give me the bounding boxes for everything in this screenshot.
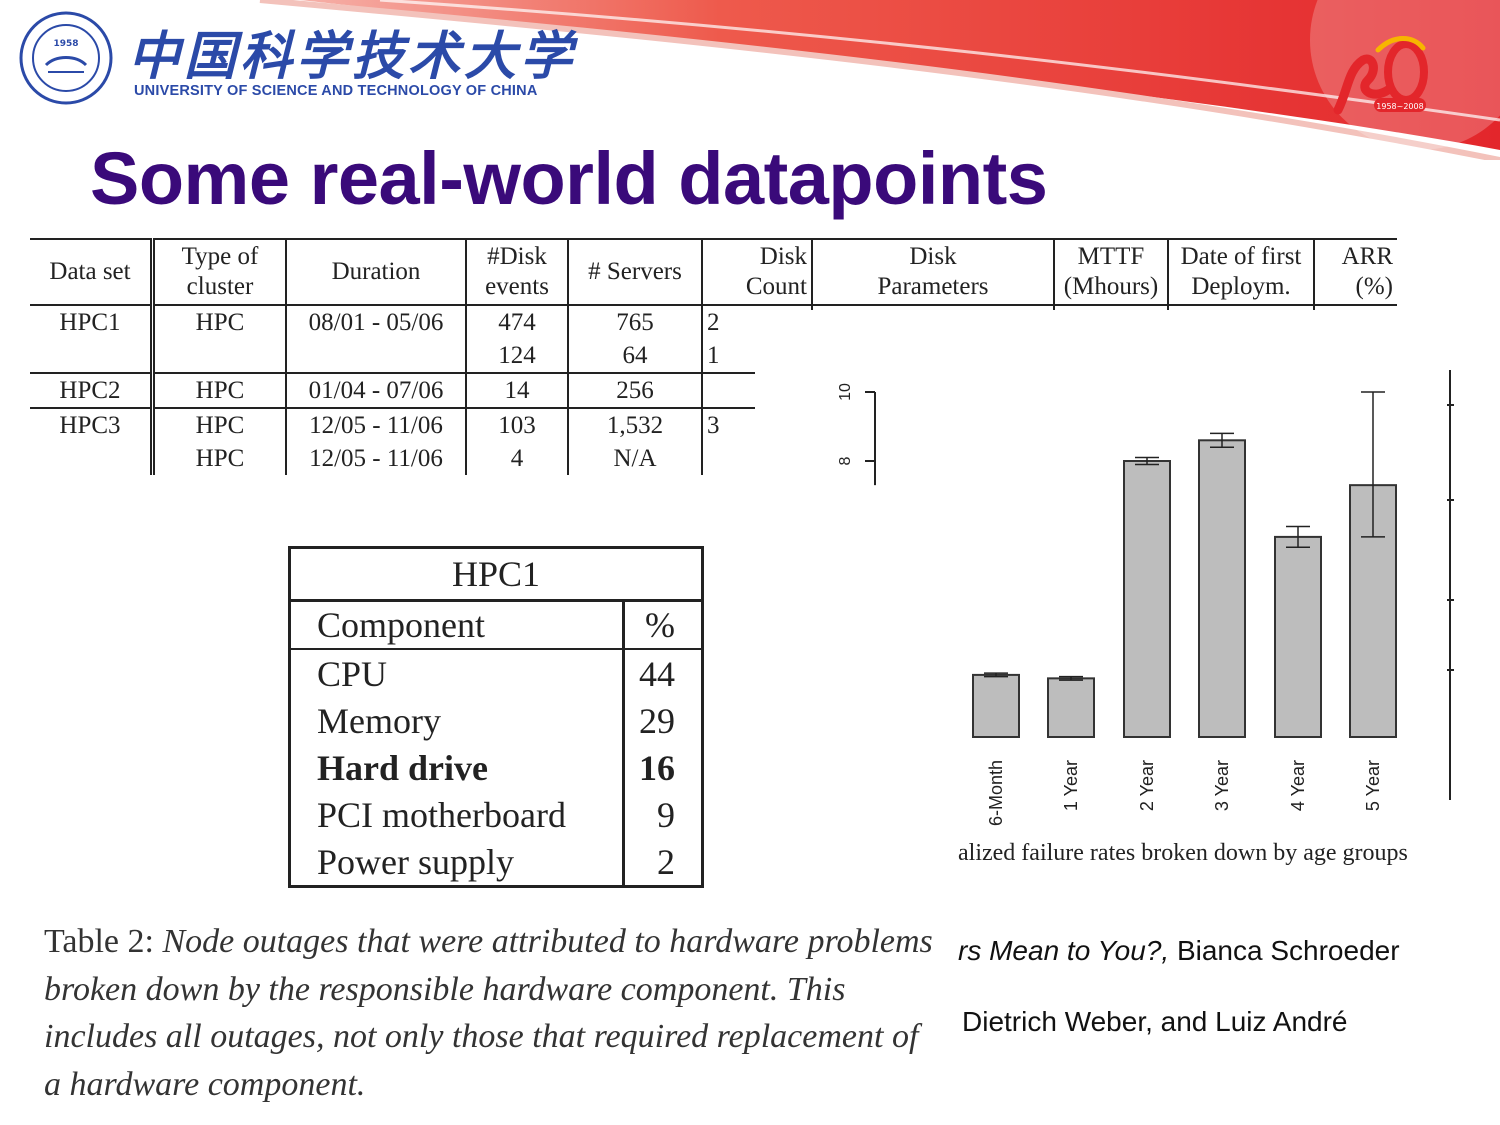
component-name: PCI motherboard	[317, 794, 566, 835]
col-header-type: Type of cluster	[150, 238, 286, 306]
component-name: CPU	[317, 653, 388, 694]
bar	[1047, 677, 1095, 739]
cell: HPC1	[59, 308, 121, 336]
col-header-deploy-date: Date of first Deploym.	[1167, 238, 1314, 306]
bar	[1198, 439, 1246, 739]
cell: 01/04 - 07/06	[285, 372, 466, 408]
x-tick-label: 2 Year	[1137, 760, 1157, 811]
component-percent: 44	[622, 649, 703, 697]
hpc1-table-title: HPC1	[289, 547, 703, 602]
x-tick-label: 5 Year	[1363, 760, 1383, 811]
component-percent: 9	[622, 791, 703, 838]
chart-canvas: 8 10 6-Month 1 Year 2 Year 3 Year 4 Year 5 Year	[837, 370, 1454, 826]
cell: HPC	[150, 372, 286, 408]
hpc1-component-table: HPC1 Component % CPU 44 Memory 29 Hard d…	[288, 546, 704, 888]
bar	[972, 673, 1020, 738]
col-header-disk-params: Disk Parameters	[811, 238, 1054, 306]
cell: 1,532	[567, 407, 702, 442]
component-name: Power supply	[317, 841, 514, 882]
table-row: Hard drive 16	[290, 744, 703, 791]
cell: 64	[567, 339, 702, 373]
cell: 12/05 - 11/06	[285, 407, 466, 442]
cell: HPC3	[30, 407, 153, 442]
table2-caption: Table 2: Node outages that were attribut…	[44, 918, 939, 1108]
cell: 14	[465, 372, 568, 408]
cell: 08/01 - 05/06	[285, 305, 466, 339]
col-header-servers: # Servers	[567, 238, 702, 306]
x-tick-label: 3 Year	[1212, 760, 1232, 811]
page-title: Some real-world datapoints	[90, 137, 1048, 220]
cell: HPC	[150, 442, 286, 475]
component-percent: 29	[622, 697, 703, 744]
component-name: Hard drive	[317, 747, 488, 788]
table-row: Power supply 2	[290, 838, 703, 887]
reference-author: Bianca Schroeder	[1169, 935, 1400, 966]
anniversary-years: 1958~2008	[1376, 102, 1423, 111]
cell: 103	[465, 407, 568, 442]
reference-line-2: Dietrich Weber, and Luiz André	[962, 1006, 1348, 1037]
reference-line-1: rs Mean to You?, Bianca Schroeder	[958, 935, 1400, 967]
component-percent: 2	[622, 838, 703, 887]
anniversary-logo: 1958~2008	[1333, 36, 1428, 115]
university-name-cn: 中国科学技术大学	[128, 26, 577, 87]
component-percent: 16	[622, 744, 703, 791]
cell: HPC	[150, 407, 286, 442]
caption-label: Table 2:	[44, 923, 154, 960]
university-seal-logo: 1958	[19, 11, 113, 105]
cell: N/A	[567, 442, 702, 475]
university-name-en: UNIVERSITY OF SCIENCE AND TECHNOLOGY OF …	[134, 83, 538, 99]
x-tick-label: 1 Year	[1061, 760, 1081, 811]
bar	[1274, 535, 1322, 738]
col-header-arr: ARR (%)	[1313, 238, 1397, 306]
col-header-percent: %	[622, 600, 703, 650]
col-header-dataset: Data set	[30, 238, 153, 306]
cell: 4	[465, 442, 568, 475]
reference-title-fragment: rs Mean to You?,	[958, 935, 1170, 966]
y-tick-label: 10	[837, 383, 854, 401]
col-header-disk-count: Disk Count	[701, 238, 812, 306]
component-name: Memory	[317, 700, 441, 741]
y-tick-label: 8	[837, 456, 854, 465]
col-header-disk-events: #Disk events	[465, 238, 568, 306]
cell: 12/05 - 11/06	[285, 442, 466, 475]
bar	[1123, 460, 1171, 738]
cell: 124	[465, 339, 568, 373]
cell: HPC2	[30, 372, 153, 408]
table-row: Memory 29	[290, 697, 703, 744]
chart-caption: alized failure rates broken down by age …	[958, 840, 1408, 866]
caption-text: Node outages that were attributed to har…	[44, 923, 933, 1103]
col-header-duration: Duration	[285, 238, 466, 306]
col-header-component: Component	[289, 600, 624, 650]
x-tick-label: 4 Year	[1288, 760, 1308, 811]
cell: 765	[567, 305, 702, 339]
cell: HPC	[150, 305, 286, 339]
table-row: CPU 44	[290, 649, 703, 697]
cell: 474	[465, 305, 568, 339]
x-tick-label: 6-Month	[986, 760, 1006, 826]
seal-year: 1958	[53, 39, 78, 49]
col-header-mttf: MTTF (Mhours)	[1053, 238, 1168, 306]
cell: 256	[567, 372, 702, 408]
table-row: PCI motherboard 9	[290, 791, 703, 838]
age-failure-chart: 8 10 6-Month 1 Year 2 Year 3 Year 4 Year 5 Year	[755, 310, 1455, 875]
